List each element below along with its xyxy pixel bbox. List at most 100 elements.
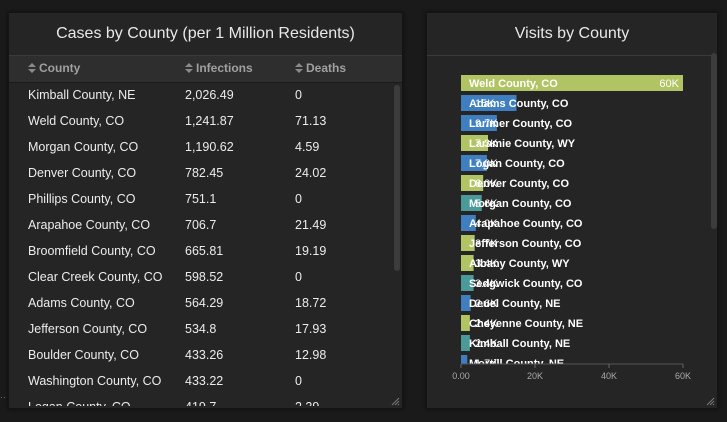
bar[interactable] — [461, 195, 482, 211]
column-header-label: Deaths — [306, 61, 347, 75]
bar[interactable] — [461, 315, 470, 331]
cell-county: Jefferson County, CO — [28, 322, 148, 336]
column-header-deaths[interactable]: Deaths — [295, 56, 346, 82]
table-scrollbar[interactable] — [394, 85, 400, 271]
table-row[interactable]: Weld County, CO 1,241.87 71.13 — [9, 109, 402, 135]
side-dots: ·· — [0, 392, 6, 402]
cell-infections: 2,026.49 — [185, 88, 234, 102]
cell-county: Boulder County, CO — [28, 348, 139, 362]
bar-value-label: 60K — [659, 78, 679, 90]
table-row[interactable]: Denver County, CO 782.45 24.02 — [9, 161, 402, 187]
cell-infections: 1,241.87 — [185, 114, 234, 128]
sort-icon — [295, 63, 303, 73]
bar-value-label: 3.4K — [475, 258, 498, 270]
bar[interactable] — [461, 355, 468, 371]
table-row[interactable]: Morgan County, CO 1,190.62 4.59 — [9, 135, 402, 161]
cell-infections: 433.22 — [185, 374, 224, 388]
bar-value-label: 1.7K — [475, 358, 498, 370]
bar[interactable] — [461, 115, 497, 131]
cell-infections: 564.29 — [185, 296, 224, 310]
column-header-label: County — [39, 61, 81, 75]
bar-category-label: Denver County, CO — [469, 178, 569, 190]
table-row[interactable]: Jefferson County, CO 534.8 17.93 — [9, 317, 402, 343]
cell-deaths: 2.39 — [295, 395, 319, 406]
cell-county: Adams County, CO — [28, 296, 135, 310]
x-tick-label: 60K — [675, 371, 691, 381]
table-row[interactable]: Adams County, CO 564.29 18.72 — [9, 291, 402, 317]
bar-value-label: 3.7K — [475, 238, 498, 250]
bar-category-label: Albany County, WY — [469, 258, 570, 270]
cell-infections: 665.81 — [185, 244, 224, 258]
resize-grip-icon[interactable] — [390, 396, 400, 406]
bar[interactable] — [461, 235, 475, 251]
resize-grip-icon[interactable] — [705, 396, 715, 406]
cell-deaths: 21.49 — [295, 218, 327, 232]
column-header-county[interactable]: County — [28, 56, 80, 82]
bar-value-label: 15K — [475, 98, 495, 110]
cell-deaths: 0 — [295, 88, 302, 102]
bar-value-label: 3.4K — [475, 278, 498, 290]
cell-deaths: 12.98 — [295, 348, 327, 362]
cell-county: Washington County, CO — [28, 374, 162, 388]
bar-category-label: Logan County, CO — [469, 158, 565, 170]
bar-category-label: Kimball County, NE — [469, 338, 570, 350]
cell-deaths: 71.13 — [295, 114, 327, 128]
bar[interactable] — [461, 255, 474, 271]
table-row[interactable]: Phillips County, CO 751.1 0 — [9, 187, 402, 213]
cell-county: Clear Creek County, CO — [28, 270, 163, 284]
table-row[interactable]: Washington County, CO 433.22 0 — [9, 369, 402, 395]
cell-infections: 1,190.62 — [185, 140, 234, 154]
column-header-label: Infections — [196, 61, 253, 75]
bar[interactable] — [461, 335, 470, 351]
bar-value-label: 7.3K — [475, 138, 498, 150]
cell-county: Weld County, CO — [28, 114, 125, 128]
chart-scrollbar[interactable] — [711, 53, 717, 229]
cell-infections: 782.45 — [185, 166, 224, 180]
table-body: Kimball County, NE 2,026.49 0 Weld County, … — [9, 83, 402, 406]
bar-value-label: 4.0K — [475, 218, 498, 230]
table-row[interactable]: Arapahoe County, CO 706.7 21.49 — [9, 213, 402, 239]
bar-category-label: Cheyenne County, NE — [469, 318, 583, 330]
bar[interactable] — [461, 295, 471, 311]
bar-value-label: 2.4K — [475, 338, 498, 350]
table-row[interactable]: Kimball County, NE 2,026.49 0 — [9, 83, 402, 109]
cases-table-title: Cases by County (per 1 Million Residents… — [9, 13, 402, 56]
cell-infections: 598.52 — [185, 270, 224, 284]
sort-icon — [28, 63, 36, 73]
sort-icon — [185, 63, 193, 73]
table-row[interactable]: Broomfield County, CO 665.81 19.19 — [9, 239, 402, 265]
x-tick-label: 0.00 — [452, 371, 470, 381]
bar[interactable] — [461, 175, 484, 191]
cell-infections: 419.7 — [185, 395, 216, 406]
column-header-infections[interactable]: Infections — [185, 56, 253, 82]
cell-deaths: 24.02 — [295, 166, 327, 180]
cell-deaths: 0 — [295, 374, 302, 388]
x-tick-label: 40K — [601, 371, 617, 381]
table-row[interactable]: Boulder County, CO 433.26 12.98 — [9, 343, 402, 369]
bar[interactable] — [461, 215, 476, 231]
bar[interactable] — [461, 95, 517, 111]
table-header: County Infections Deaths — [9, 56, 402, 83]
bar-category-label: Adams County, CO — [469, 98, 569, 110]
bar[interactable] — [461, 155, 487, 171]
table-row[interactable]: Logan County, CO 419.7 2.39 — [9, 395, 402, 406]
bar-category-label: Arapahoe County, CO — [469, 218, 583, 230]
bar[interactable] — [461, 135, 489, 151]
cell-county: Denver County, CO — [28, 166, 137, 180]
bar-category-label: Laramie County, WY — [469, 138, 576, 150]
bar-category-label: Morrill County, NE — [469, 358, 564, 370]
bar-category-label: Deuel County, NE — [469, 298, 560, 310]
bar-value-label: 5.6K — [475, 198, 498, 210]
bar-category-label: Morgan County, CO — [469, 198, 572, 210]
cell-infections: 534.8 — [185, 322, 217, 336]
cell-county: Logan County, CO — [28, 395, 131, 406]
cell-county: Broomfield County, CO — [28, 244, 156, 258]
bar[interactable] — [461, 275, 474, 291]
cell-county: Phillips County, CO — [28, 192, 136, 206]
bar-category-label: Weld County, CO — [469, 78, 558, 90]
table-row[interactable]: Clear Creek County, CO 598.52 0 — [9, 265, 402, 291]
bar[interactable] — [461, 75, 683, 91]
cell-county: Kimball County, NE — [28, 88, 136, 102]
cell-deaths: 0 — [295, 270, 302, 284]
